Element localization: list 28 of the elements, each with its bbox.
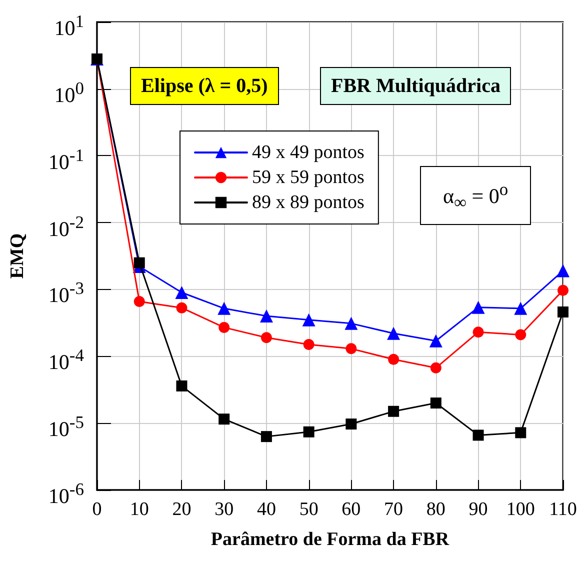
x-tick-label: 0 xyxy=(92,499,102,520)
x-tick-label: 20 xyxy=(172,499,192,520)
x-axis-title: Parâmetro de Forma da FBR xyxy=(210,529,450,550)
y-tick-label: 10$^{-4}$ xyxy=(48,344,84,374)
x-tick-label: 50 xyxy=(299,499,318,520)
legend-label: 89 x 89 pontos xyxy=(252,192,364,213)
x-tick-label: 60 xyxy=(342,499,361,520)
y-tick-label: 10$^{1}$ xyxy=(54,10,84,40)
x-tick-label: 70 xyxy=(384,499,404,520)
x-tick-label: 100 xyxy=(506,499,535,520)
annotation: α$_{∞}$ = 0$^{o}$ xyxy=(420,166,532,226)
x-tick-label: 30 xyxy=(214,499,234,520)
x-tick-label: 40 xyxy=(256,499,276,520)
x-tick-label: 110 xyxy=(549,499,577,520)
y-tick-label: 10$^{-6}$ xyxy=(48,478,84,508)
annotation: FBR Multiquádrica xyxy=(320,67,512,105)
y-tick-label: 10$^{-2}$ xyxy=(48,210,84,241)
y-tick-label: 10$^{-3}$ xyxy=(48,277,84,308)
legend-label: 49 x 49 pontos xyxy=(252,142,364,163)
y-tick-label: 10$^{0}$ xyxy=(54,76,84,107)
annotation: Elipse (λ = 0,5) xyxy=(130,67,279,105)
x-tick-label: 80 xyxy=(426,499,446,520)
x-tick-label: 90 xyxy=(468,499,488,520)
x-tick-label: 10 xyxy=(130,499,149,520)
y-tick-label: 10$^{-5}$ xyxy=(48,411,84,442)
legend-label: 59 x 59 pontos xyxy=(252,167,364,188)
y-axis-title: EMQ xyxy=(7,233,28,279)
y-tick-label: 10$^{-1}$ xyxy=(48,144,84,174)
